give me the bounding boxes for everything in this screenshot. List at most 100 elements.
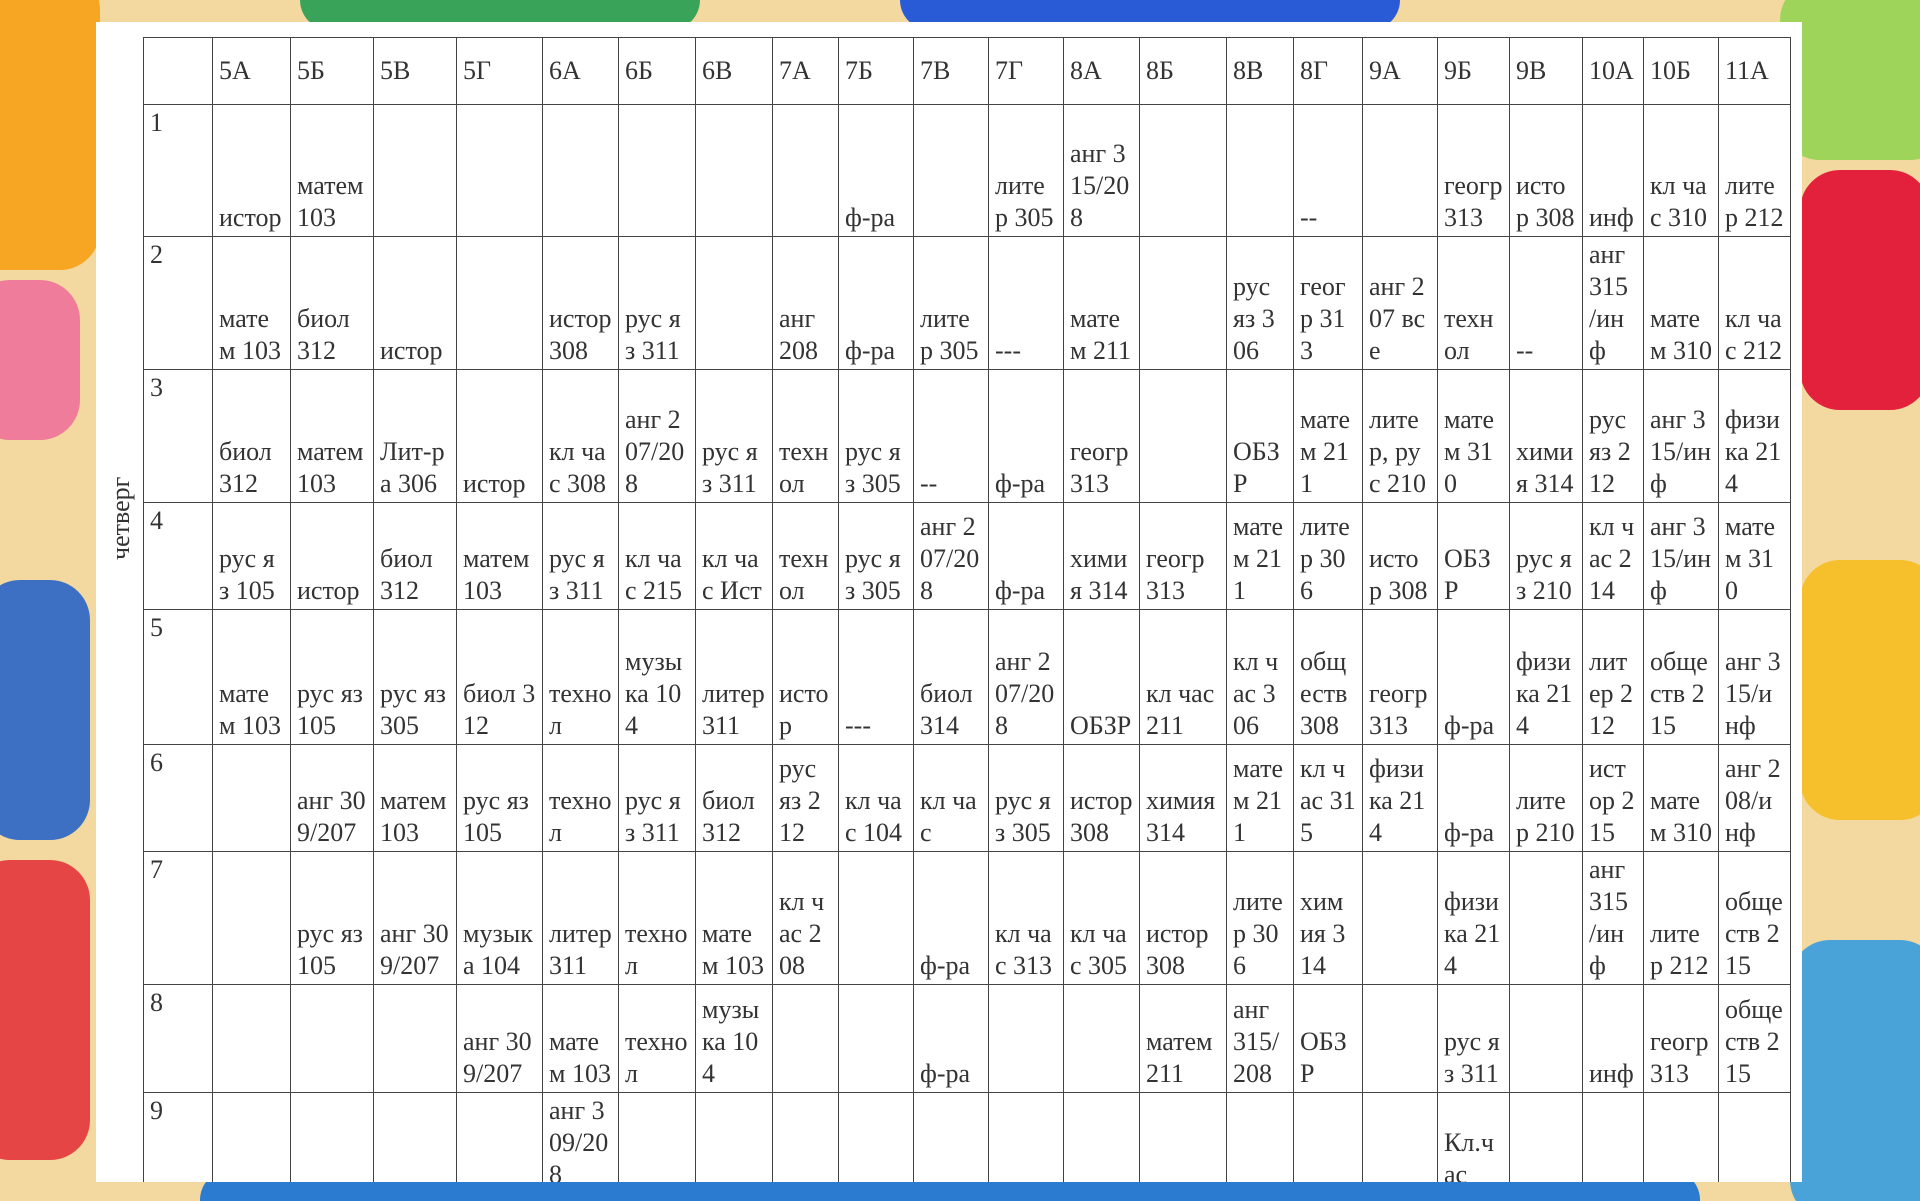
lesson-cell: ---: [838, 609, 914, 745]
lesson-cell: истор 308: [1139, 851, 1227, 985]
lesson-cell: [212, 851, 291, 985]
lesson-number: 3: [143, 369, 213, 503]
lesson-cell: рус яз 105: [212, 502, 291, 610]
lesson-cell: литер 212: [1718, 104, 1791, 237]
class-header: 6Б: [618, 37, 696, 105]
lesson-cell: [373, 984, 457, 1093]
corner-cell: [143, 37, 213, 105]
lesson-number: 4: [143, 502, 213, 610]
lesson-cell: --: [1293, 104, 1363, 237]
lesson-cell: музыка 104: [695, 984, 773, 1093]
class-header: 10А: [1582, 37, 1644, 105]
lesson-cell: кл час 214: [1582, 502, 1644, 610]
lesson-cell: ф-ра: [838, 104, 914, 237]
lesson-cell: анг 315/инф: [1718, 609, 1791, 745]
lesson-cell: литер 311: [542, 851, 619, 985]
lesson-cell: [838, 851, 914, 985]
lesson-cell: ---: [988, 236, 1064, 370]
lesson-row: 1 истор матем 103 ф-ра литер 305 анг 315/208 -…: [143, 104, 1791, 237]
lesson-cell: рус яз 105: [456, 744, 543, 852]
lesson-cell: ОБЗР: [1293, 984, 1363, 1093]
lesson-cell: биол 312: [290, 236, 374, 370]
lesson-cell: [1063, 1092, 1140, 1182]
lesson-row: 2 матем 103 биол 312 истор истор 308 рус яз 3…: [143, 236, 1791, 370]
class-header: 6А: [542, 37, 619, 105]
lesson-number: 7: [143, 851, 213, 985]
lesson-cell: кл час 310: [1643, 104, 1719, 237]
lesson-cell: [913, 104, 989, 237]
lesson-cell: обществ 308: [1293, 609, 1363, 745]
lesson-cell: [1293, 1092, 1363, 1182]
lesson-cell: технол: [772, 502, 839, 610]
lesson-cell: кл час 104: [838, 744, 914, 852]
lesson-cell: [988, 1092, 1064, 1182]
lesson-cell: рус яз 305: [838, 502, 914, 610]
lesson-cell: --: [1509, 236, 1583, 370]
lesson-cell: анг 315/208: [1063, 104, 1140, 237]
lesson-cell: истор: [212, 104, 291, 237]
lesson-cell: ф-ра: [1437, 744, 1510, 852]
lesson-cell: кл час 306: [1226, 609, 1294, 745]
lesson-number: 5: [143, 609, 213, 745]
schedule-table: 5А 5Б 5В 5Г 6А 6Б 6В 7А 7Б 7В 7Г 8А 8Б 8В 8Г 9А 9Б 9В 10А 1…: [143, 37, 1791, 1182]
lesson-cell: истор 308: [1362, 502, 1438, 610]
lesson-cell: рус яз 311: [618, 236, 696, 370]
lesson-cell: матем 103: [695, 851, 773, 985]
lesson-cell: истор 308: [1509, 104, 1583, 237]
lesson-cell: рус яз 306: [1226, 236, 1294, 370]
lesson-cell: [1362, 851, 1438, 985]
lesson-cell: геогр 313: [1437, 104, 1510, 237]
lesson-cell: рус яз 212: [1582, 369, 1644, 503]
lesson-cell: [1643, 1092, 1719, 1182]
lesson-cell: [695, 104, 773, 237]
class-header: 5А: [212, 37, 291, 105]
lesson-cell: [838, 984, 914, 1093]
lesson-cell: рус яз 105: [290, 851, 374, 985]
lesson-number: 2: [143, 236, 213, 370]
lesson-cell: литер 210: [1509, 744, 1583, 852]
class-header: 6В: [695, 37, 773, 105]
lesson-cell: [913, 1092, 989, 1182]
lesson-cell: [988, 984, 1064, 1093]
class-header: 7В: [913, 37, 989, 105]
lesson-cell: [456, 236, 543, 370]
lesson-cell: рус яз 105: [290, 609, 374, 745]
lesson-row: 4 рус яз 105 истор биол 312 матем 103 рус яз …: [143, 502, 1791, 610]
lesson-cell: обществ 215: [1718, 851, 1791, 985]
lesson-cell: матем 103: [212, 609, 291, 745]
lesson-cell: [695, 236, 773, 370]
lesson-cell: рус яз 212: [772, 744, 839, 852]
lesson-cell: [772, 104, 839, 237]
lesson-cell: рус яз 210: [1509, 502, 1583, 610]
lesson-cell: рус яз 311: [695, 369, 773, 503]
lesson-cell: [1362, 104, 1438, 237]
lesson-cell: [290, 1092, 374, 1182]
lesson-cell: рус яз 305: [373, 609, 457, 745]
lesson-cell: биол 312: [212, 369, 291, 503]
lesson-cell: ОБЗР: [1437, 502, 1510, 610]
lesson-cell: ф-ра: [1437, 609, 1510, 745]
lesson-cell: биол 312: [373, 502, 457, 610]
lesson-cell: ОБЗР: [1226, 369, 1294, 503]
lesson-cell: инф: [1582, 984, 1644, 1093]
lesson-cell: литер 212: [1643, 851, 1719, 985]
lesson-cell: матем 103: [290, 104, 374, 237]
lesson-cell: [1509, 984, 1583, 1093]
lesson-cell: [1582, 1092, 1644, 1182]
lesson-cell: химия 314: [1509, 369, 1583, 503]
lesson-cell: геогр 313: [1362, 609, 1438, 745]
class-header: 7Г: [988, 37, 1064, 105]
lesson-cell: [1063, 984, 1140, 1093]
lesson-cell: обществ 215: [1718, 984, 1791, 1093]
class-header: 8Б: [1139, 37, 1227, 105]
lesson-cell: [456, 104, 543, 237]
lesson-cell: технол: [772, 369, 839, 503]
lesson-cell: матем 310: [1643, 744, 1719, 852]
lesson-cell: физика 214: [1509, 609, 1583, 745]
lesson-cell: матем 103: [290, 369, 374, 503]
lesson-cell: технол: [1437, 236, 1510, 370]
schedule-panel: 5А 5Б 5В 5Г 6А 6Б 6В 7А 7Б 7В 7Г 8А 8Б 8В 8Г 9А 9Б 9В 10А 1…: [96, 22, 1802, 1182]
class-header: 9Б: [1437, 37, 1510, 105]
lesson-cell: ф-ра: [913, 851, 989, 985]
